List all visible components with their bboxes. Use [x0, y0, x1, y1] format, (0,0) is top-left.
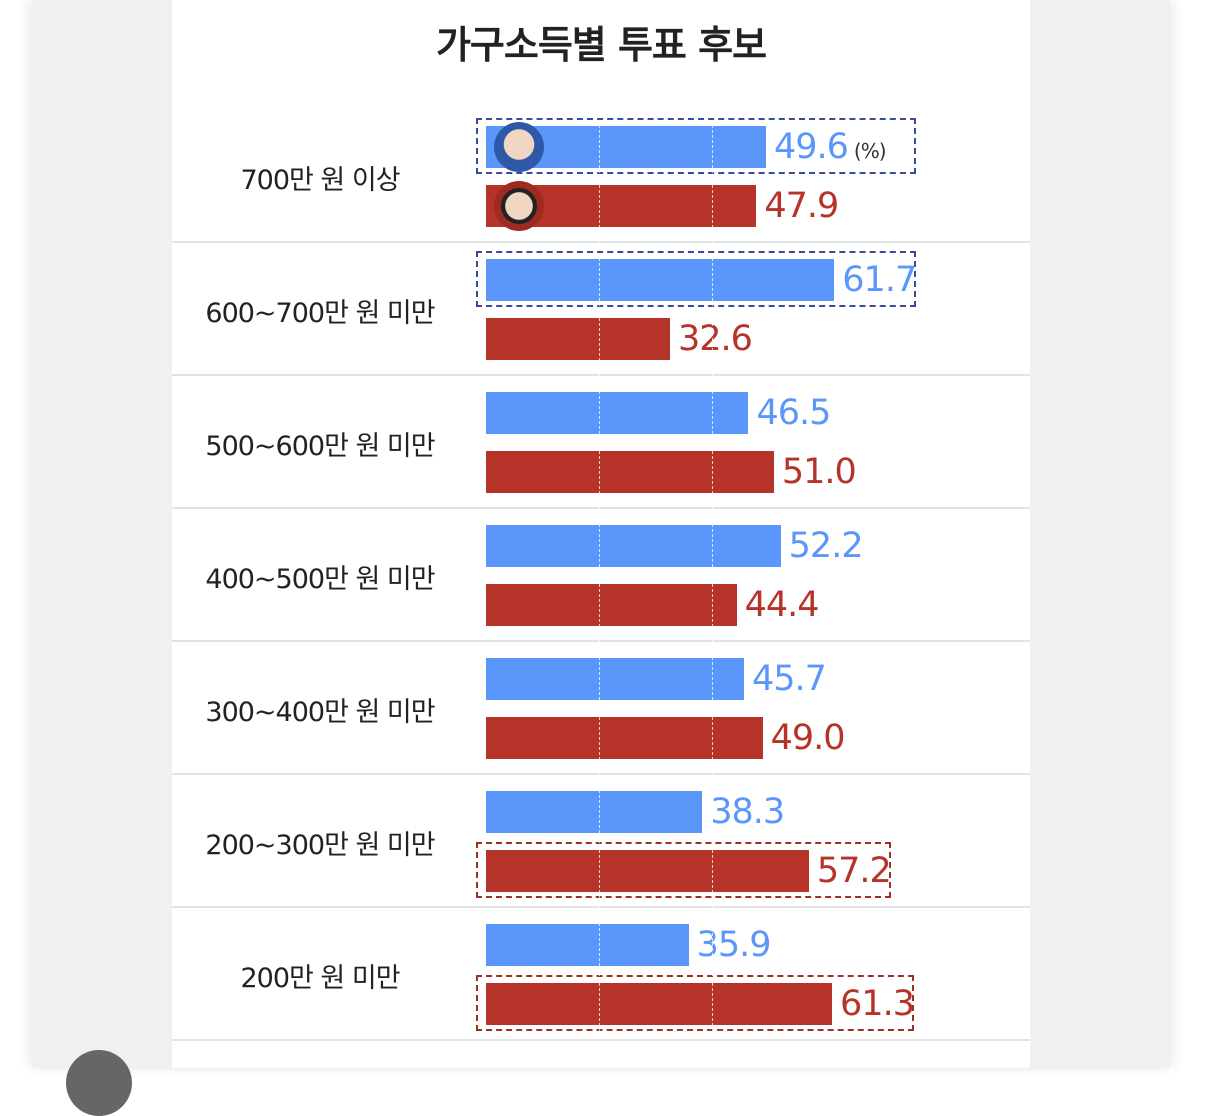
category-label: 200만 원 미만: [240, 963, 400, 994]
gridline: [711, 110, 713, 243]
chart-row: 700만 원 이상 49.6 (%) 47.9: [172, 110, 1030, 243]
category-label: 600~700만 원 미만: [205, 298, 435, 329]
bar-red: [486, 983, 833, 1025]
bar-blue: [486, 392, 749, 434]
gridline: [711, 775, 713, 908]
value-label: 44.4: [744, 584, 820, 626]
value-text: 57.2: [816, 851, 892, 891]
value-label: 46.5: [756, 392, 831, 434]
gridline: [598, 775, 600, 908]
candidate-photo-red-icon: [494, 181, 544, 231]
value-text: 32.6: [678, 319, 753, 359]
gridline: [598, 110, 600, 243]
value-label: 51.0: [781, 451, 857, 493]
bar-red: [486, 717, 763, 759]
value-text: 52.2: [788, 526, 864, 566]
value-text: 61.3: [840, 984, 915, 1024]
gridline: [598, 376, 600, 509]
bar-blue: [486, 525, 781, 567]
value-text: 35.9: [696, 925, 772, 965]
gridline: [711, 908, 713, 1041]
highlight-box: [476, 975, 915, 1031]
chart-row: 200만 원 미만 35.9 61.3: [172, 908, 1030, 1041]
value-label: 45.7: [751, 658, 827, 700]
value-text: 51.0: [781, 452, 857, 492]
highlight-box: [476, 251, 917, 307]
bar-blue: [486, 658, 744, 700]
highlight-box: [476, 118, 916, 174]
category-label: 200~300만 원 미만: [205, 830, 435, 861]
bar-blue: [486, 924, 689, 966]
unit-label: (%): [853, 139, 887, 163]
value-text: 38.3: [710, 792, 785, 832]
value-text: 45.7: [751, 659, 827, 699]
bar-red: [486, 850, 809, 892]
category-label: 300~400만 원 미만: [205, 697, 435, 728]
bar-blue: [486, 259, 835, 301]
value-label: 47.9: [764, 185, 839, 227]
candidate-photo-blue-icon: [494, 122, 544, 172]
chart-row: 300~400만 원 미만 45.7 49.0: [172, 642, 1030, 775]
bar-red: [486, 451, 774, 493]
category-label: 500~600만 원 미만: [205, 431, 435, 462]
gridline: [711, 243, 713, 376]
category-label: 400~500만 원 미만: [205, 564, 435, 595]
bar-blue: [486, 791, 703, 833]
gridline: [598, 908, 600, 1041]
gridline: [711, 509, 713, 642]
value-text: 61.7: [842, 260, 917, 300]
category-label: 700만 원 이상: [240, 165, 400, 196]
value-text: 49.6: [773, 127, 849, 167]
gridline: [711, 642, 713, 775]
chart-row: 400~500만 원 미만 52.2 44.4: [172, 509, 1030, 642]
value-label: 38.3: [710, 791, 785, 833]
value-label: 61.3: [840, 983, 915, 1025]
value-text: 46.5: [756, 393, 831, 433]
value-text: 44.4: [744, 585, 820, 625]
value-label: 49.6 (%): [773, 126, 887, 172]
chart-card: 가구소득별 투표 후보 700만 원 이상 49.6 (%) 47.9 600~700만…: [172, 0, 1030, 1068]
bar-red: [486, 584, 737, 626]
chart-title: 가구소득별 투표 후보: [435, 23, 767, 67]
value-text: 49.0: [770, 718, 846, 758]
value-label: 57.2: [816, 850, 892, 892]
value-label: 32.6: [678, 318, 753, 360]
chart-row: 500~600만 원 미만 46.5 51.0: [172, 376, 1030, 509]
gridline: [598, 243, 600, 376]
value-text: 47.9: [764, 186, 839, 226]
value-label: 52.2: [788, 525, 864, 567]
chart-row: 600~700만 원 미만 61.7 32.6: [172, 243, 1030, 376]
gridline: [598, 509, 600, 642]
floating-button[interactable]: [66, 1050, 132, 1116]
gridline: [711, 376, 713, 509]
chart-row: 200~300만 원 미만 38.3 57.2: [172, 775, 1030, 908]
highlight-box: [476, 842, 891, 898]
bar-red: [486, 318, 671, 360]
value-label: 49.0: [770, 717, 846, 759]
gridline: [598, 642, 600, 775]
value-label: 35.9: [696, 924, 772, 966]
value-label: 61.7: [842, 259, 917, 301]
